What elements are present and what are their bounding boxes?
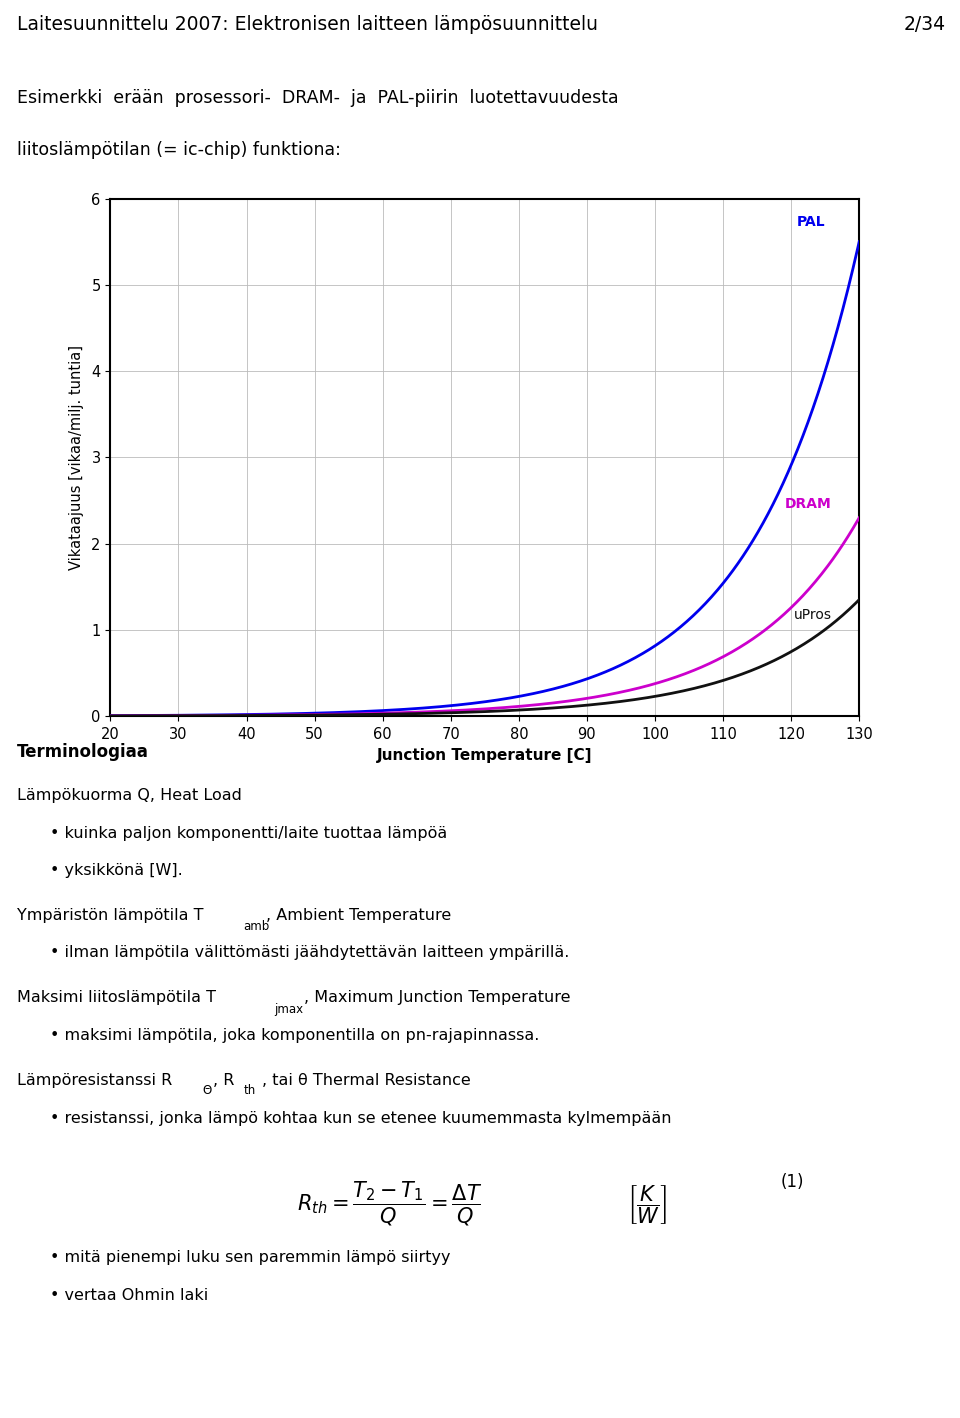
Text: • yksikkönä [W].: • yksikkönä [W].	[50, 862, 182, 878]
Text: • resistanssi, jonka lämpö kohtaa kun se etenee kuumemmasta kylmempään: • resistanssi, jonka lämpö kohtaa kun se…	[50, 1110, 671, 1126]
Text: Θ: Θ	[202, 1083, 211, 1096]
Text: uPros: uPros	[794, 608, 832, 623]
Text: $R_{th} = \dfrac{T_2 - T_1}{Q} = \dfrac{\Delta T}{Q}$: $R_{th} = \dfrac{T_2 - T_1}{Q} = \dfrac{…	[297, 1180, 482, 1228]
Text: • kuinka paljon komponentti/laite tuottaa lämpöä: • kuinka paljon komponentti/laite tuotta…	[50, 827, 447, 841]
Text: amb: amb	[243, 920, 270, 933]
Text: PAL: PAL	[797, 214, 826, 228]
Text: , Ambient Temperature: , Ambient Temperature	[266, 908, 451, 923]
Text: th: th	[244, 1083, 255, 1096]
Text: Esimerkki  erään  prosessori-  DRAM-  ja  PAL-piirin  luotettavuudesta: Esimerkki erään prosessori- DRAM- ja PAL…	[17, 89, 619, 106]
Text: Laitesuunnittelu 2007: Elektronisen laitteen lämpösuunnittelu: Laitesuunnittelu 2007: Elektronisen lait…	[17, 14, 598, 34]
Text: , tai θ Thermal Resistance: , tai θ Thermal Resistance	[262, 1073, 470, 1088]
Text: jmax: jmax	[274, 1003, 303, 1015]
Text: • maksimi lämpötila, joka komponentilla on pn-rajapinnassa.: • maksimi lämpötila, joka komponentilla …	[50, 1028, 540, 1044]
Text: Ympäristön lämpötila T: Ympäristön lämpötila T	[17, 908, 204, 923]
Text: 2/34: 2/34	[903, 14, 946, 34]
Text: Maksimi liitoslämpötila T: Maksimi liitoslämpötila T	[17, 990, 216, 1005]
Text: • ilman lämpötila välittömästi jäähdytettävän laitteen ympärillä.: • ilman lämpötila välittömästi jäähdytet…	[50, 946, 569, 960]
Text: • vertaa Ohmin laki: • vertaa Ohmin laki	[50, 1288, 208, 1303]
Text: (1): (1)	[780, 1173, 804, 1191]
Text: , R: , R	[212, 1073, 234, 1088]
Text: Lämpöresistanssi R: Lämpöresistanssi R	[17, 1073, 173, 1088]
Y-axis label: Vikataajuus [vikaa/milj. tuntia]: Vikataajuus [vikaa/milj. tuntia]	[69, 345, 84, 570]
Text: • mitä pienempi luku sen paremmin lämpö siirtyy: • mitä pienempi luku sen paremmin lämpö …	[50, 1251, 450, 1265]
Text: Terminologiaa: Terminologiaa	[17, 743, 149, 761]
Text: $\left[\dfrac{K}{W}\right]$: $\left[\dfrac{K}{W}\right]$	[627, 1183, 667, 1227]
Text: liitoslämpötilan (= ic-chip) funktiona:: liitoslämpötilan (= ic-chip) funktiona:	[17, 140, 341, 159]
X-axis label: Junction Temperature [C]: Junction Temperature [C]	[377, 749, 592, 763]
Text: Lämpökuorma Q, Heat Load: Lämpökuorma Q, Heat Load	[17, 788, 242, 804]
Text: DRAM: DRAM	[785, 496, 832, 510]
Text: , Maximum Junction Temperature: , Maximum Junction Temperature	[304, 990, 570, 1005]
